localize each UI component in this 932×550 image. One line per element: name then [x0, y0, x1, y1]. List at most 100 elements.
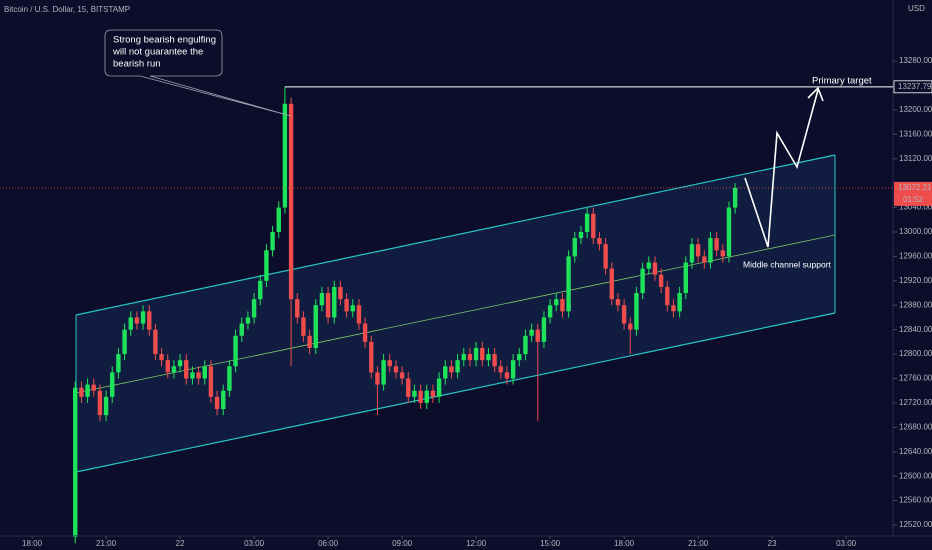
candle-body: [418, 390, 423, 403]
candle-body: [584, 213, 590, 232]
candle-body: [313, 305, 318, 348]
candle-body: [578, 231, 584, 239]
candle-body: [486, 354, 491, 361]
x-tick-label: 23: [768, 539, 777, 548]
y-tick-label: 12880.00: [899, 300, 932, 309]
candle-body: [73, 387, 78, 538]
x-tick-label: 09:00: [392, 539, 413, 548]
candle-body: [165, 360, 170, 373]
candle-body: [369, 341, 374, 373]
support-label: Middle channel support: [743, 259, 832, 269]
countdown: 01:52: [903, 195, 924, 204]
y-tick-label: 13120.00: [899, 154, 932, 163]
candle-body: [110, 372, 115, 397]
chart-title: Bitcoin / U.S. Dollar, 15, BITSTAMP: [4, 5, 130, 14]
x-tick-label: 06:00: [318, 539, 339, 548]
candle-body: [147, 311, 152, 330]
candle-body: [245, 317, 251, 324]
candle-body: [79, 387, 84, 397]
candle-body: [510, 360, 516, 379]
candle-body: [609, 268, 614, 300]
last-price-label: 13072.21: [898, 183, 932, 192]
candle-body: [603, 244, 608, 269]
candle-body: [251, 299, 257, 318]
y-tick-label: 12680.00: [899, 422, 932, 431]
y-tick-label: 13280.00: [899, 56, 932, 65]
high-level-box: [893, 80, 932, 94]
candle-body: [184, 360, 189, 379]
candle-body: [140, 311, 146, 324]
y-tick-label: 12600.00: [899, 471, 932, 480]
candle-body: [492, 354, 497, 367]
projection-path: [744, 89, 819, 248]
y-tick-label: 13200.00: [899, 105, 932, 114]
candle-body: [171, 366, 177, 373]
candle-body: [190, 372, 195, 379]
candle-body: [350, 305, 355, 312]
callout-text: bearish run: [113, 59, 161, 70]
candle-body: [634, 293, 639, 330]
candle-body: [658, 274, 664, 287]
candle-body: [702, 256, 707, 263]
target-label: Primary target: [812, 76, 872, 87]
candle-body: [338, 286, 343, 300]
callout-box: [104, 29, 292, 117]
candle-body: [356, 305, 362, 324]
candle-body: [399, 372, 405, 379]
y-tick-label: 12640.00: [899, 447, 932, 456]
high-level-label: 13237.79: [898, 82, 932, 91]
candle-body: [597, 238, 602, 245]
candle-body: [344, 299, 349, 312]
candle-body: [560, 299, 565, 312]
candle-body: [177, 360, 183, 367]
y-tick-label: 13040.00: [899, 203, 932, 212]
candle-body: [683, 262, 688, 294]
x-tick-label: 18:00: [22, 539, 43, 548]
currency: USD: [908, 4, 925, 13]
candle-body: [652, 262, 658, 275]
candle-body: [498, 366, 503, 373]
candle-body: [134, 317, 140, 324]
x-tick-label: 03:00: [244, 539, 265, 548]
candle-body: [387, 360, 392, 367]
y-tick-label: 12560.00: [899, 496, 932, 505]
candle-body: [621, 305, 627, 324]
y-tick-label: 13000.00: [899, 227, 932, 236]
candle-body: [695, 244, 701, 257]
candle-body: [221, 390, 226, 410]
candle-body: [301, 317, 306, 336]
candle-body: [288, 103, 294, 300]
candle-body: [714, 238, 719, 251]
candle-body: [572, 238, 577, 257]
candle-body: [258, 280, 263, 300]
candle-body: [227, 366, 232, 391]
candle-body: [208, 366, 214, 397]
x-tick-label: 21:00: [96, 539, 117, 548]
candle-body: [412, 390, 417, 397]
y-tick-label: 12520.00: [899, 520, 932, 529]
candle-body: [473, 347, 479, 361]
candle-body: [319, 293, 325, 306]
last-price-box: [894, 181, 932, 206]
candle-body: [689, 244, 695, 263]
candle-body: [424, 390, 429, 403]
candle-body: [708, 238, 713, 263]
candle-body: [449, 366, 454, 373]
candle-body: [276, 207, 281, 232]
candle-body: [436, 378, 442, 397]
candle-body: [122, 329, 127, 355]
candle-body: [541, 317, 547, 342]
candle-body: [566, 256, 571, 312]
candle-body: [375, 372, 380, 385]
candle-body: [270, 231, 275, 251]
candle-body: [97, 390, 103, 416]
candle-body: [202, 366, 207, 379]
candle-body: [393, 366, 399, 373]
candle-body: [153, 329, 158, 355]
y-tick-label: 12760.00: [899, 374, 932, 383]
candle-body: [85, 384, 90, 397]
x-tick-label: 03:00: [836, 539, 857, 548]
candle-body: [480, 347, 485, 361]
